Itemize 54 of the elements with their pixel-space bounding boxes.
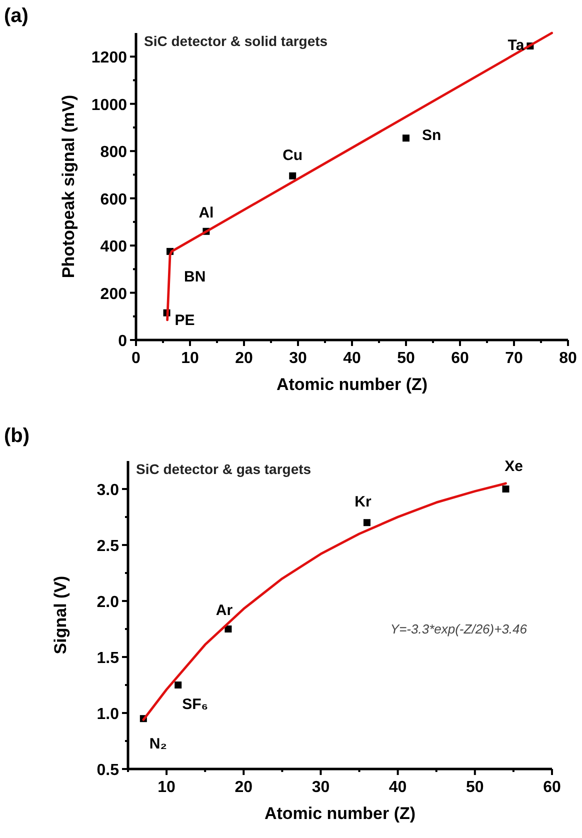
x-axis-title: Atomic number (Z) [264,804,416,823]
x-tick-label: 10 [158,779,176,796]
x-tick-label: 20 [235,350,253,367]
y-tick-label: 2.0 [96,594,120,611]
x-tick-label: 40 [343,350,361,367]
annotation: SF₆ [182,696,208,713]
text: (b) [4,425,30,447]
annotation: Al [198,204,214,222]
y-tick-label: 0.5 [96,762,120,779]
text: (a) [4,5,28,27]
annotation: BN [184,268,206,286]
x-tick-label: 40 [388,779,407,796]
annotation: Sn [422,127,442,144]
annotation: Xe [504,458,523,475]
annotation: Ar [216,602,233,619]
x-tick-label: 50 [397,350,415,367]
y-tick-label: 800 [100,144,128,162]
y-tick-label: 1.5 [96,650,120,667]
y-axis-title: Signal (V) [51,576,70,654]
y-tick-label: 200 [100,286,128,303]
point [224,626,232,632]
x-tick-label: 10 [181,350,199,367]
y-tick-label: 2.5 [96,538,120,555]
y-tick-label: 3.0 [96,482,120,499]
x-tick-label: 20 [234,779,253,796]
y-tick-label: 1.0 [96,706,120,723]
y-tick-label: 1200 [91,50,128,67]
point [174,682,182,688]
y-tick-label: 1000 [91,96,128,114]
chart-title: SiC detector & solid targets [144,33,328,49]
annotation: PE [174,312,195,329]
x-axis-title: Atomic number (Z) [276,375,428,394]
x-tick-label: 60 [543,779,561,796]
x-tick-label: 0 [132,350,141,367]
point [502,486,510,492]
x-tick-label: 80 [559,350,577,367]
annotation: Y=-3.3*exp(-Z/26)+3.46 [390,621,528,636]
y-tick-label: 600 [100,191,128,208]
x-tick-label: 50 [466,779,484,796]
x-tick-label: 70 [505,350,523,367]
y-axis-title: Photopeak signal (mV) [59,94,78,278]
annotation: N₂ [149,736,167,753]
y-tick-label: 0 [118,333,128,350]
chart-title: SiC detector & gas targets [136,461,312,477]
annotation: Ta [508,36,525,54]
annotation: Cu [282,146,303,164]
point [402,134,410,142]
x-tick-label: 30 [312,779,330,796]
y-tick-label: 400 [100,238,128,256]
annotation: Kr [354,494,372,511]
point [289,172,296,180]
x-tick-label: 30 [289,350,307,367]
x-tick-label: 60 [451,350,469,367]
point [363,519,370,526]
